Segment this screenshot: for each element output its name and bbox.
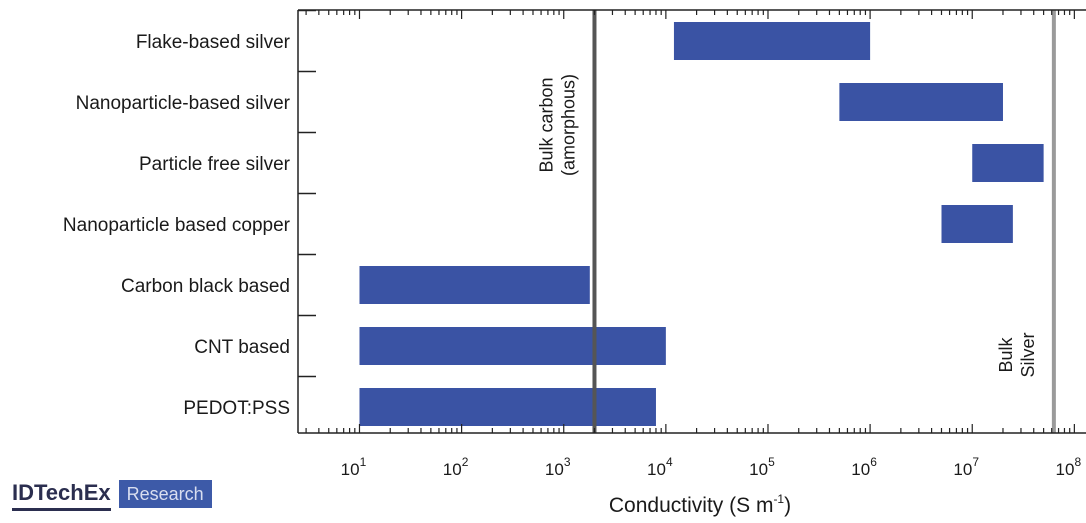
- range-bar: [359, 388, 656, 426]
- reference-line-label: (amorphous): [558, 74, 578, 176]
- x-tick-label: 102: [443, 455, 469, 479]
- x-tick-label: 105: [749, 455, 775, 479]
- x-tick-label: 101: [341, 455, 367, 479]
- logo-research-badge: Research: [118, 480, 212, 508]
- bars-layer: [359, 22, 1044, 426]
- range-bar: [359, 327, 666, 365]
- range-bar: [359, 266, 590, 304]
- range-bar: [673, 22, 871, 60]
- x-tick-label: 103: [545, 455, 571, 479]
- range-bar: [839, 83, 1003, 121]
- category-label: CNT based: [194, 337, 290, 358]
- x-axis-label: Conductivity (S m-1): [609, 492, 791, 517]
- reference-line-label-group: Bulk Silver: [996, 332, 1038, 377]
- x-tick-label: 107: [953, 455, 979, 479]
- axes-layer: [297, 9, 1086, 434]
- range-bar: [972, 144, 1044, 182]
- idtechex-logo: IDTechEx Research: [12, 480, 212, 514]
- category-label: Particle free silver: [139, 154, 291, 175]
- reference-line-label: Bulk carbon: [536, 77, 556, 172]
- x-tick-label: 104: [647, 455, 673, 479]
- reference-line-label: Bulk: [996, 336, 1016, 372]
- logo-wordmark: IDTechEx: [12, 480, 111, 511]
- category-label: PEDOT:PSS: [183, 398, 290, 419]
- labels-layer: Flake-based silver Nanoparticle-based sil…: [63, 32, 1082, 479]
- x-tick-label: 108: [1056, 455, 1082, 479]
- reference-line-label-group: Bulk carbon (amorphous): [536, 74, 578, 176]
- category-label: Nanoparticle-based silver: [76, 93, 291, 114]
- category-label: Flake-based silver: [136, 32, 291, 53]
- range-bar: [941, 205, 1013, 243]
- x-tick-label: 106: [851, 455, 877, 479]
- reference-line-label: Silver: [1018, 332, 1038, 377]
- category-label: Nanoparticle based copper: [63, 215, 291, 236]
- reference-lines-layer: Bulk carbon (amorphous) Bulk Silver: [536, 10, 1056, 433]
- category-label: Carbon black based: [121, 276, 290, 297]
